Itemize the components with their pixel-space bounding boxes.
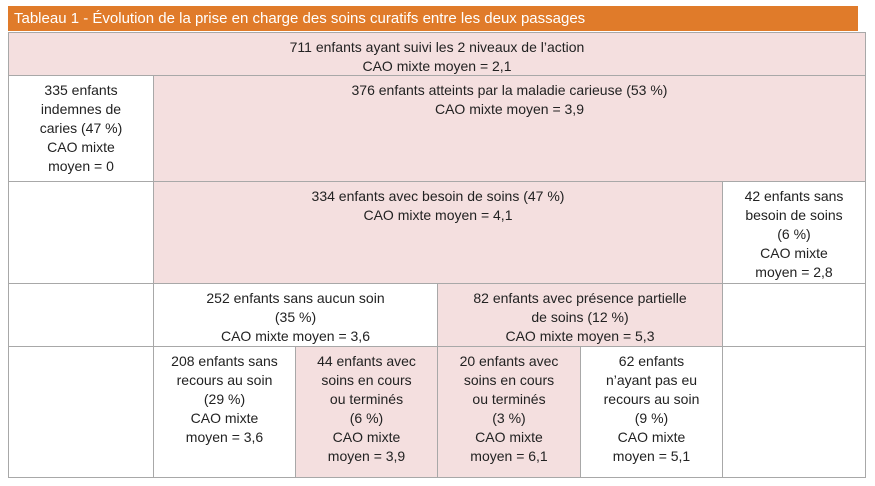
cell-text: CAO mixte moyen = 3,6 (220, 328, 370, 344)
cell-text: moyen = 0 (48, 158, 114, 174)
cell-text: moyen = 2,8 (755, 264, 833, 280)
cell-text: soins en cours (321, 372, 412, 388)
cell: 711 enfants ayant suivi les 2 niveaux de… (8, 32, 866, 76)
cell-text: 711 enfants ayant suivi les 2 niveaux de… (289, 39, 585, 55)
cell-text: ou terminés (472, 391, 546, 407)
cell: 82 enfants avec présence partielle de soi… (437, 283, 723, 347)
empty-cell (8, 283, 154, 347)
cell: 20 enfants avec soins en cours ou terminés… (437, 346, 581, 478)
cell-text: moyen = 3,6 (185, 429, 264, 445)
empty-cell (722, 346, 866, 478)
cell: 252 enfants sans aucun soin (35 %) CAO mix… (153, 283, 438, 347)
cell-text: 42 enfants sans (744, 188, 844, 204)
empty-cell (8, 346, 154, 478)
cell-text: caries (47 %) (39, 120, 123, 136)
cell-text: CAO mixte (190, 410, 259, 426)
cell-text: moyen = 6,1 (470, 448, 548, 464)
cell-text: CAO mixte (617, 429, 686, 445)
cell-text: CAO mixte (475, 429, 543, 445)
cell: 42 enfants sans besoin de soins (6 %) CAO m… (722, 181, 866, 284)
cell-text: 376 enfants atteints par la maladie cari… (351, 82, 668, 98)
cell-text: CAO mixte moyen = 3,9 (434, 101, 584, 117)
cell-text: 334 enfants avec besoin de soins (47 %) (311, 188, 565, 204)
cell-text: besoin de soins (745, 207, 843, 223)
cell-text: (35 %) (274, 309, 317, 325)
cell-text: CAO mixte (47, 139, 115, 155)
cell-text: (9 %) (634, 410, 669, 426)
cell: 376 enfants atteints par la maladie cari… (153, 75, 866, 182)
cell-text: indemnes de (40, 101, 122, 117)
cell: 62 enfants n’ayant pas eu recours au soin (… (580, 346, 723, 478)
cell-text: (29 %) (203, 391, 246, 407)
cell: 44 enfants avec soins en cours ou terminés… (295, 346, 438, 478)
cell-text: 335 enfants (44, 82, 118, 98)
cell-text: CAO mixte (332, 429, 401, 445)
cell-text: recours au soin (603, 391, 700, 407)
cell-text: 252 enfants sans aucun soin (206, 290, 385, 306)
cell-text: 62 enfants (618, 353, 685, 369)
cell-text: 20 enfants avec (459, 353, 559, 369)
empty-cell (8, 181, 154, 284)
cell-text: soins en cours (463, 372, 555, 388)
cell-text: (6 %) (349, 410, 384, 426)
cell-text: 82 enfants avec présence partielle (473, 290, 687, 306)
cell-text: CAO mixte (760, 245, 828, 261)
cell-text: 44 enfants avec (317, 353, 416, 369)
cell-text: de soins (12 %) (531, 309, 629, 325)
cell: 335 enfants indemnes de caries (47 %) CAO m… (8, 75, 154, 182)
empty-cell (722, 283, 866, 347)
cell-text: (3 %) (492, 410, 526, 426)
cell-text: CAO mixte moyen = 2,1 (362, 58, 512, 74)
cell: 208 enfants sans recours au soin (29 %) CAO… (153, 346, 296, 478)
cell-text: CAO mixte moyen = 4,1 (363, 207, 513, 223)
cell-text: (6 %) (777, 226, 811, 242)
cell-text: 208 enfants sans (171, 353, 278, 369)
cell-text: ou terminés (329, 391, 404, 407)
cell: 334 enfants avec besoin de soins (47 %) C… (153, 181, 723, 284)
cell-text: CAO mixte moyen = 5,3 (505, 328, 655, 344)
table-title: Tableau 1 - Évolution de la prise en cha… (8, 6, 858, 31)
cell-text: moyen = 5,1 (612, 448, 691, 464)
cell-text: n’ayant pas eu (605, 372, 698, 388)
cell-text: recours au soin (176, 372, 273, 388)
cell-text: moyen = 3,9 (327, 448, 406, 464)
